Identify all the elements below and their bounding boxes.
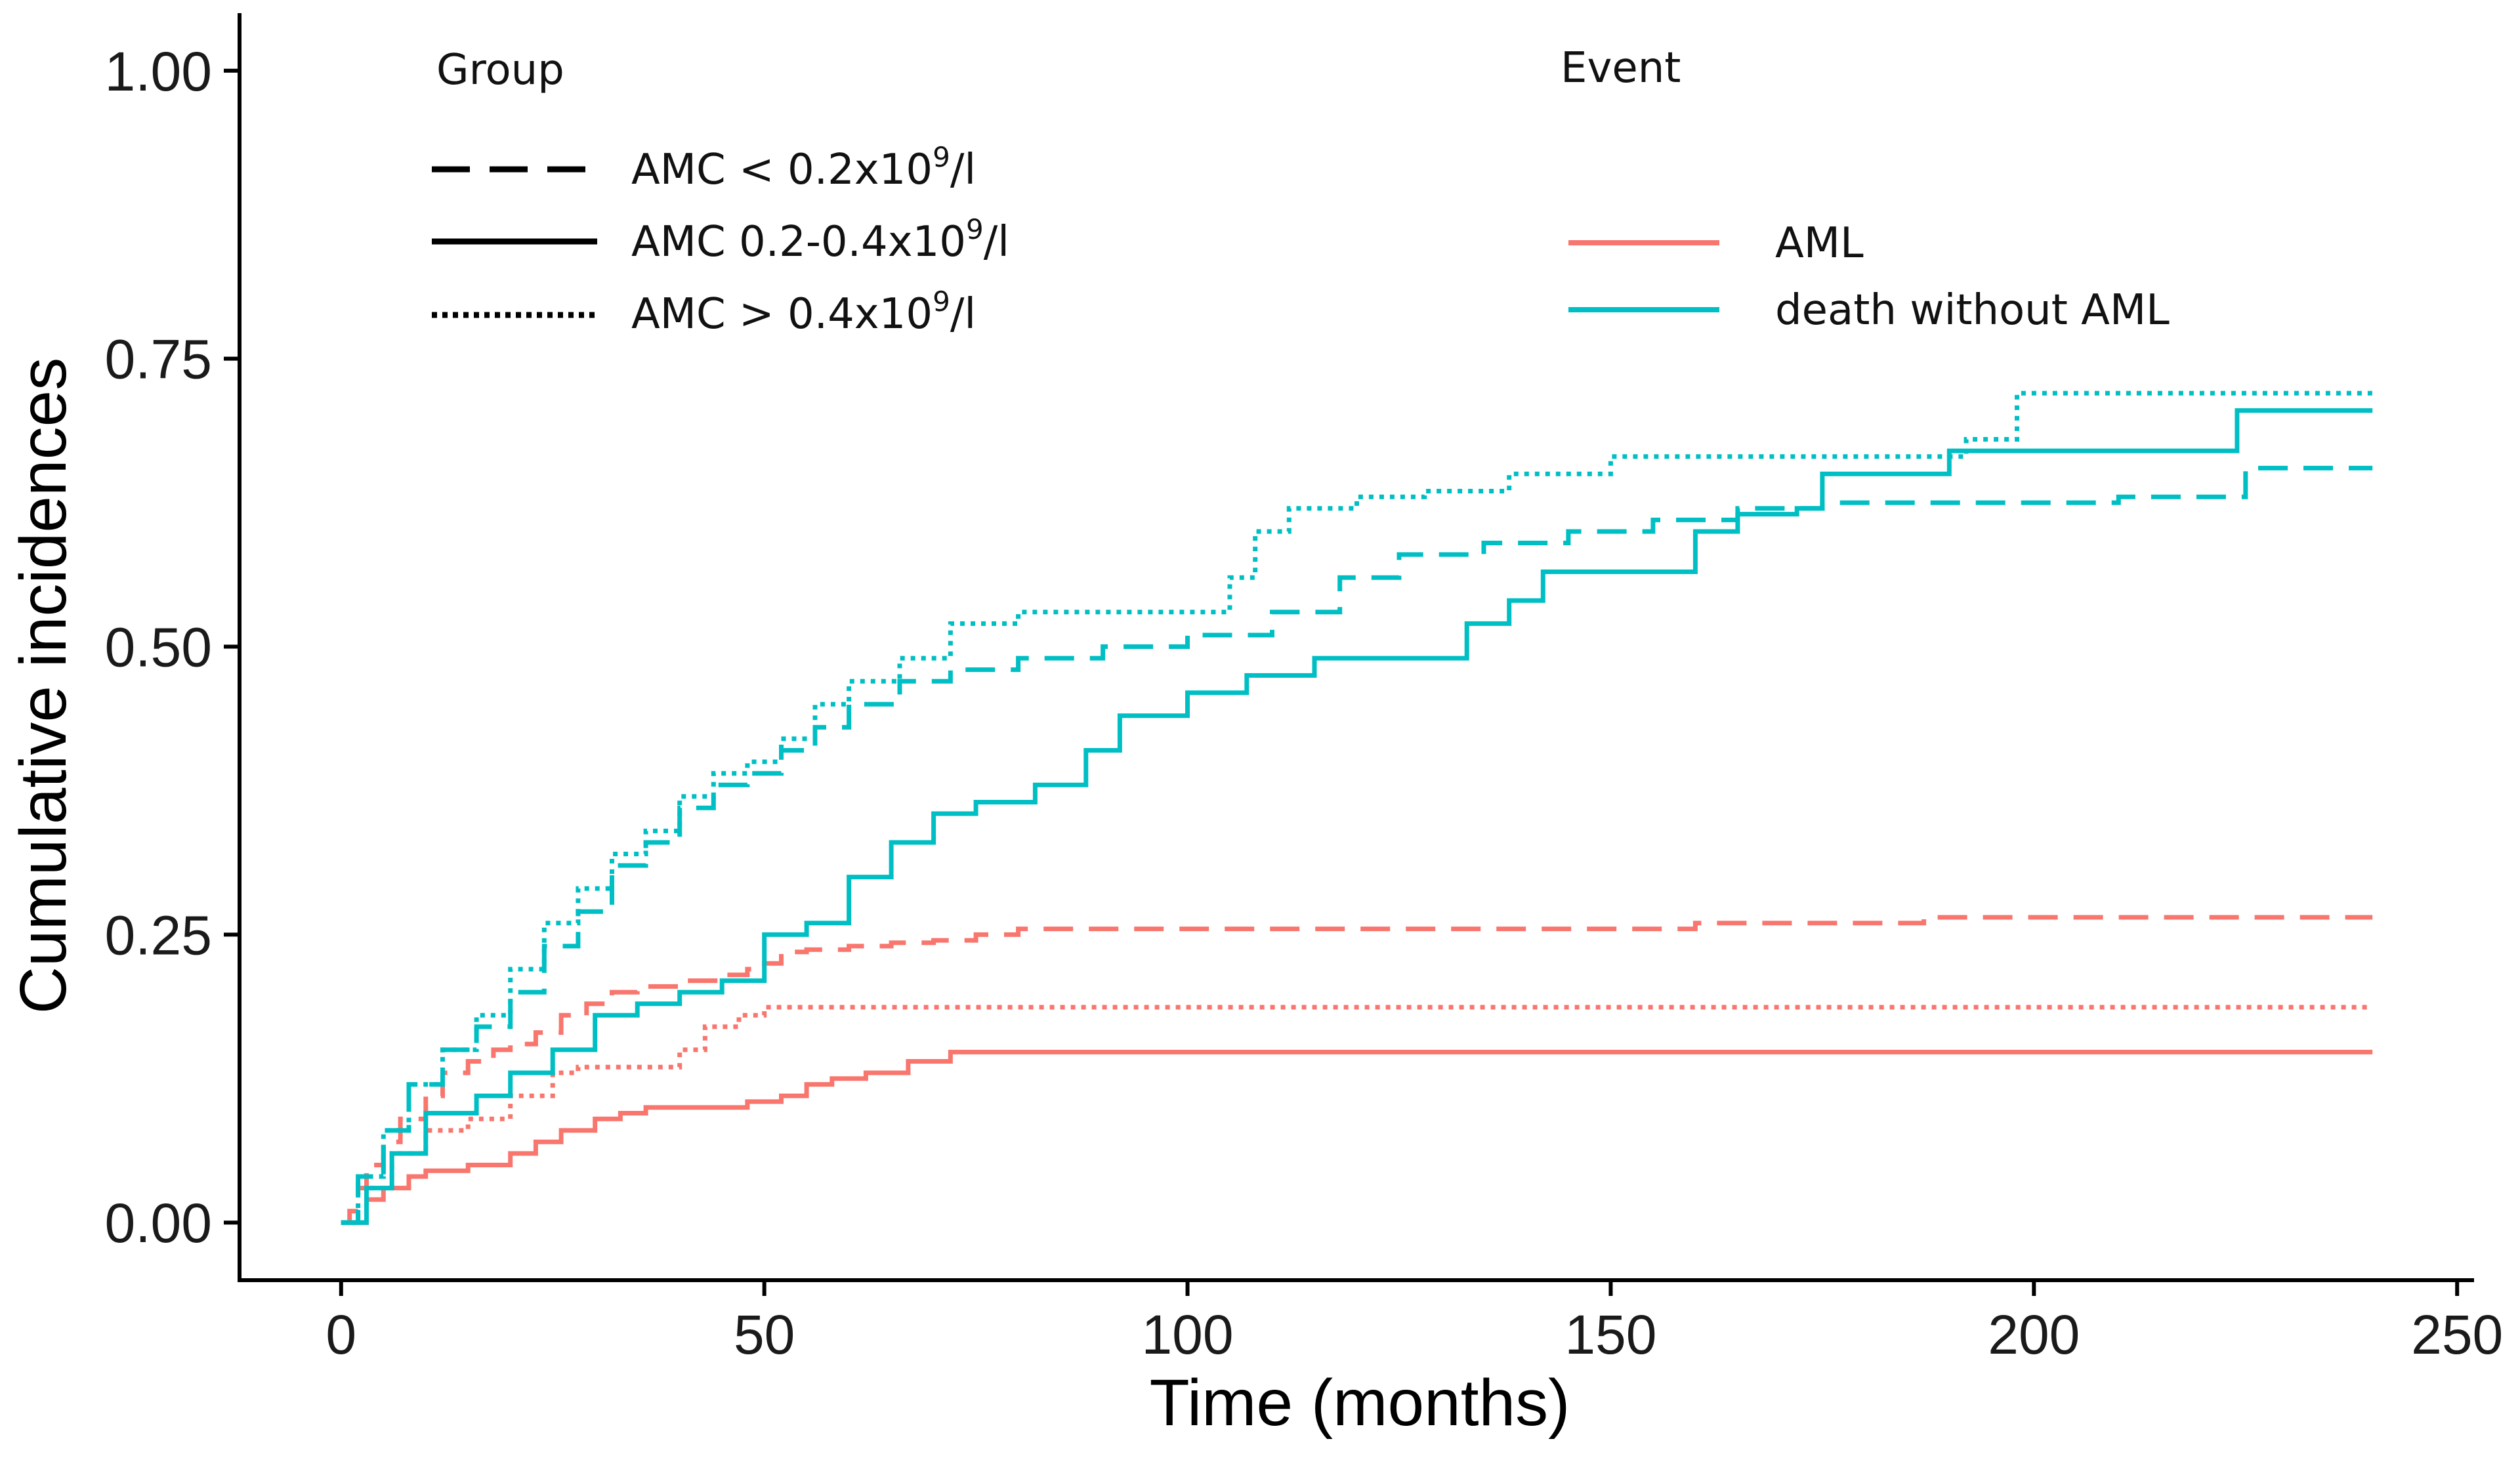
series-layer bbox=[341, 390, 2373, 1225]
legend-group: Group AMC < 0.2x109/l AMC 0.2-0.4x109/l … bbox=[432, 46, 1009, 339]
x-tick-label: 100 bbox=[1141, 1304, 1233, 1365]
y-tick-label: 0.50 bbox=[105, 617, 213, 678]
x-tick-label: 200 bbox=[1988, 1304, 2080, 1365]
x-tick-label: 50 bbox=[734, 1304, 795, 1365]
legend-solid-label: AMC 0.2-0.4x109/l bbox=[631, 213, 1009, 266]
legend-aml-label: AML bbox=[1775, 219, 1864, 268]
series-death-dotted bbox=[341, 390, 2373, 1225]
ticks-layer: 0 50 100 150 200 250 0.00 0.25 0.50 0.75 1.00 bbox=[105, 41, 2504, 1365]
x-tick-label: 250 bbox=[2411, 1304, 2503, 1365]
y-tick-label: 1.00 bbox=[105, 41, 213, 102]
series-death-solid bbox=[341, 408, 2373, 1225]
legend-event: Event AML death without AML bbox=[1561, 44, 2170, 335]
legend-group-title: Group bbox=[436, 46, 564, 94]
series-aml-dashed bbox=[341, 915, 2373, 1225]
y-tick-label: 0.00 bbox=[105, 1192, 213, 1254]
legend-death-label: death without AML bbox=[1775, 286, 2170, 335]
series-death-dashed bbox=[341, 465, 2373, 1225]
y-tick-label: 0.75 bbox=[105, 329, 213, 390]
legend-dotted-label: AMC > 0.4x109/l bbox=[631, 285, 976, 339]
series-aml-solid bbox=[341, 1049, 2373, 1225]
y-tick-label: 0.25 bbox=[105, 904, 213, 966]
legend-event-title: Event bbox=[1561, 44, 1681, 93]
x-axis-title: Time (months) bbox=[1150, 1366, 1570, 1440]
x-tick-label: 150 bbox=[1564, 1304, 1656, 1365]
x-tick-label: 0 bbox=[326, 1304, 356, 1365]
y-axis-title: Cumulative incidences bbox=[7, 358, 80, 1014]
legend-dashed-label: AMC < 0.2x109/l bbox=[631, 141, 976, 194]
